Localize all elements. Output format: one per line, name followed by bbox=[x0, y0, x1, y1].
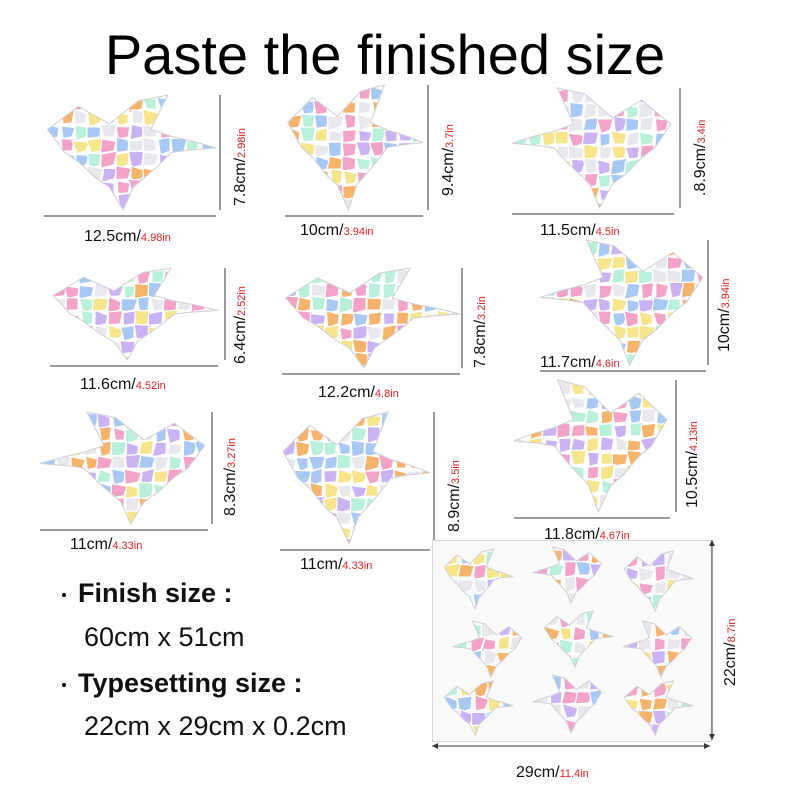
bird-2-width-label: 10cm/3.94in bbox=[300, 222, 374, 239]
bird-6-width-label: 11.7cm/4.6in bbox=[540, 354, 620, 371]
sheet-width-label: 29cm/11.4in bbox=[516, 764, 589, 781]
bird-4-width-label: 11.6cm/4.52in bbox=[80, 376, 166, 393]
bird-7-width-label: 11cm/4.33in bbox=[70, 536, 143, 553]
bird-9-width-label: 11.8cm/4.67in bbox=[544, 526, 630, 543]
finish-size-heading: Finish size : bbox=[62, 578, 233, 609]
typesetting-size-value: 22cm x 29cm x 0.2cm bbox=[84, 711, 347, 741]
sticker-sheet-preview bbox=[432, 540, 712, 742]
bird-5-width-label: 12.2cm/4.8in bbox=[318, 384, 399, 401]
bullet-dot bbox=[62, 592, 66, 597]
sheet-height-label: 22cm/8.7in bbox=[722, 618, 739, 686]
finish-size-value: 60cm x 51cm bbox=[84, 622, 245, 652]
sheet-birds-illustration bbox=[443, 546, 694, 737]
page-title: Paste the finished size bbox=[104, 23, 666, 86]
bird-3-width-label: 11.5cm/4.5in bbox=[540, 222, 620, 239]
bullet-dot bbox=[62, 682, 66, 687]
typesetting-size-heading: Typesetting size : bbox=[62, 668, 303, 699]
bird-8-width-label: 11cm/4.33in bbox=[300, 556, 373, 573]
bird-1-width-label: 12.5cm/4.98in bbox=[84, 228, 171, 245]
